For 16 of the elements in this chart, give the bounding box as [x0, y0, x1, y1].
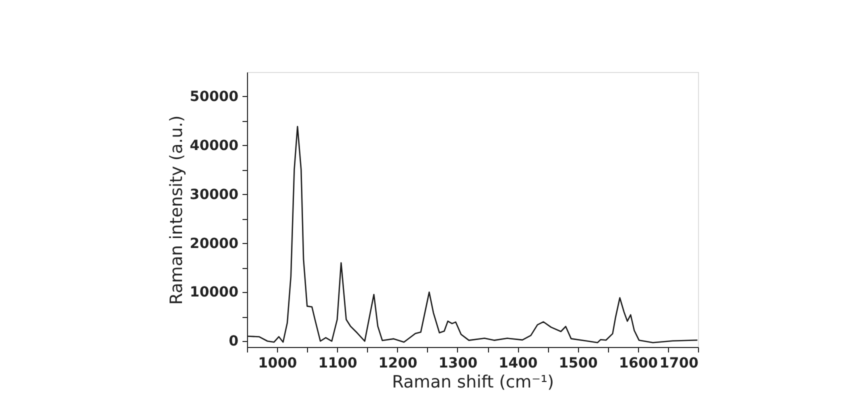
x-tick-label: 1300	[438, 356, 478, 372]
y-tick-label: 0	[228, 334, 239, 350]
y-tick-label: 30000	[190, 186, 239, 203]
y-tick-label: 50000	[190, 88, 239, 105]
x-tick-label: 1400	[498, 356, 538, 372]
y-tick-label: 10000	[190, 284, 239, 301]
y-tick-label: 20000	[190, 236, 239, 252]
x-tick-label: 1600	[618, 356, 658, 372]
x-tick-label: 1500	[558, 356, 598, 372]
y-axis-title: Raman intensity (a.u.)	[166, 115, 187, 305]
x-tick-label: 1700	[660, 356, 699, 372]
x-tick-label: 1000	[258, 356, 298, 372]
x-tick-label: 1200	[378, 356, 418, 372]
y-tick-label: 40000	[190, 138, 239, 154]
x-tick-label: 1100	[318, 356, 358, 372]
x-axis-title: Raman shift (cm⁻¹)	[392, 372, 554, 392]
